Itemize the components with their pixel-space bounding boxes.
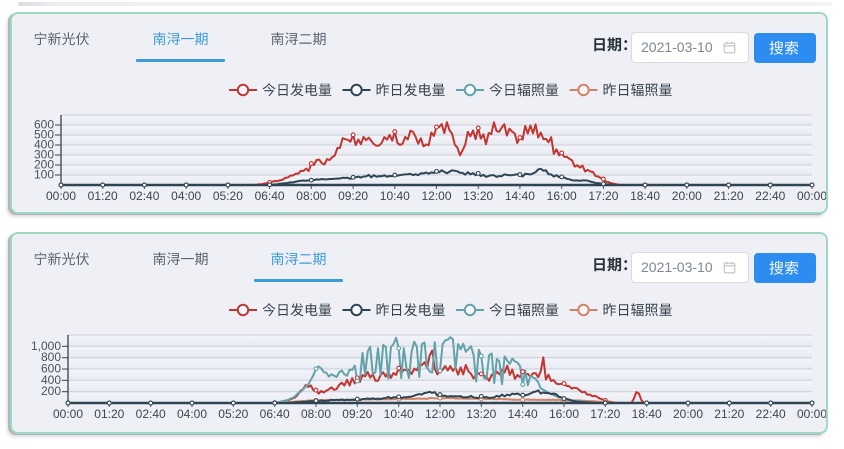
svg-text:600: 600	[41, 362, 61, 376]
svg-text:02:40: 02:40	[129, 189, 159, 203]
svg-text:14:40: 14:40	[505, 189, 535, 203]
svg-text:00:00: 00:00	[797, 189, 826, 203]
svg-text:13:20: 13:20	[466, 407, 496, 421]
svg-text:200: 200	[41, 384, 61, 398]
svg-text:10:40: 10:40	[380, 189, 410, 203]
svg-text:05:20: 05:20	[218, 407, 248, 421]
svg-text:300: 300	[34, 148, 54, 162]
svg-text:400: 400	[34, 138, 54, 152]
svg-text:00:00: 00:00	[53, 407, 83, 421]
svg-text:800: 800	[41, 350, 61, 364]
svg-text:22:40: 22:40	[755, 189, 785, 203]
svg-text:1,000: 1,000	[31, 339, 61, 353]
svg-text:04:00: 04:00	[177, 407, 207, 421]
svg-text:09:20: 09:20	[338, 189, 368, 203]
svg-text:02:40: 02:40	[136, 407, 166, 421]
svg-text:13:20: 13:20	[463, 189, 493, 203]
svg-text:00:00: 00:00	[797, 407, 826, 421]
svg-text:17:20: 17:20	[588, 189, 618, 203]
svg-text:20:00: 20:00	[673, 407, 703, 421]
svg-text:100: 100	[34, 168, 54, 182]
svg-text:05:20: 05:20	[213, 189, 243, 203]
svg-text:16:00: 16:00	[547, 189, 577, 203]
svg-text:01:20: 01:20	[94, 407, 124, 421]
svg-text:500: 500	[34, 128, 54, 142]
svg-text:12:00: 12:00	[421, 189, 451, 203]
svg-text:10:40: 10:40	[384, 407, 414, 421]
svg-text:18:40: 18:40	[632, 407, 662, 421]
svg-text:22:40: 22:40	[756, 407, 786, 421]
svg-text:400: 400	[41, 373, 61, 387]
svg-text:14:40: 14:40	[508, 407, 538, 421]
svg-text:18:40: 18:40	[630, 189, 660, 203]
svg-text:01:20: 01:20	[88, 189, 118, 203]
svg-text:12:00: 12:00	[425, 407, 455, 421]
svg-text:08:00: 08:00	[301, 407, 331, 421]
svg-text:06:40: 06:40	[255, 189, 285, 203]
svg-text:20:00: 20:00	[672, 189, 702, 203]
svg-text:200: 200	[34, 158, 54, 172]
svg-text:06:40: 06:40	[260, 407, 290, 421]
svg-text:600: 600	[34, 118, 54, 132]
svg-text:21:20: 21:20	[714, 189, 744, 203]
svg-text:21:20: 21:20	[714, 407, 744, 421]
svg-text:17:20: 17:20	[590, 407, 620, 421]
svg-text:16:00: 16:00	[549, 407, 579, 421]
svg-text:04:00: 04:00	[171, 189, 201, 203]
svg-text:08:00: 08:00	[296, 189, 326, 203]
svg-text:09:20: 09:20	[342, 407, 372, 421]
svg-text:00:00: 00:00	[46, 189, 76, 203]
